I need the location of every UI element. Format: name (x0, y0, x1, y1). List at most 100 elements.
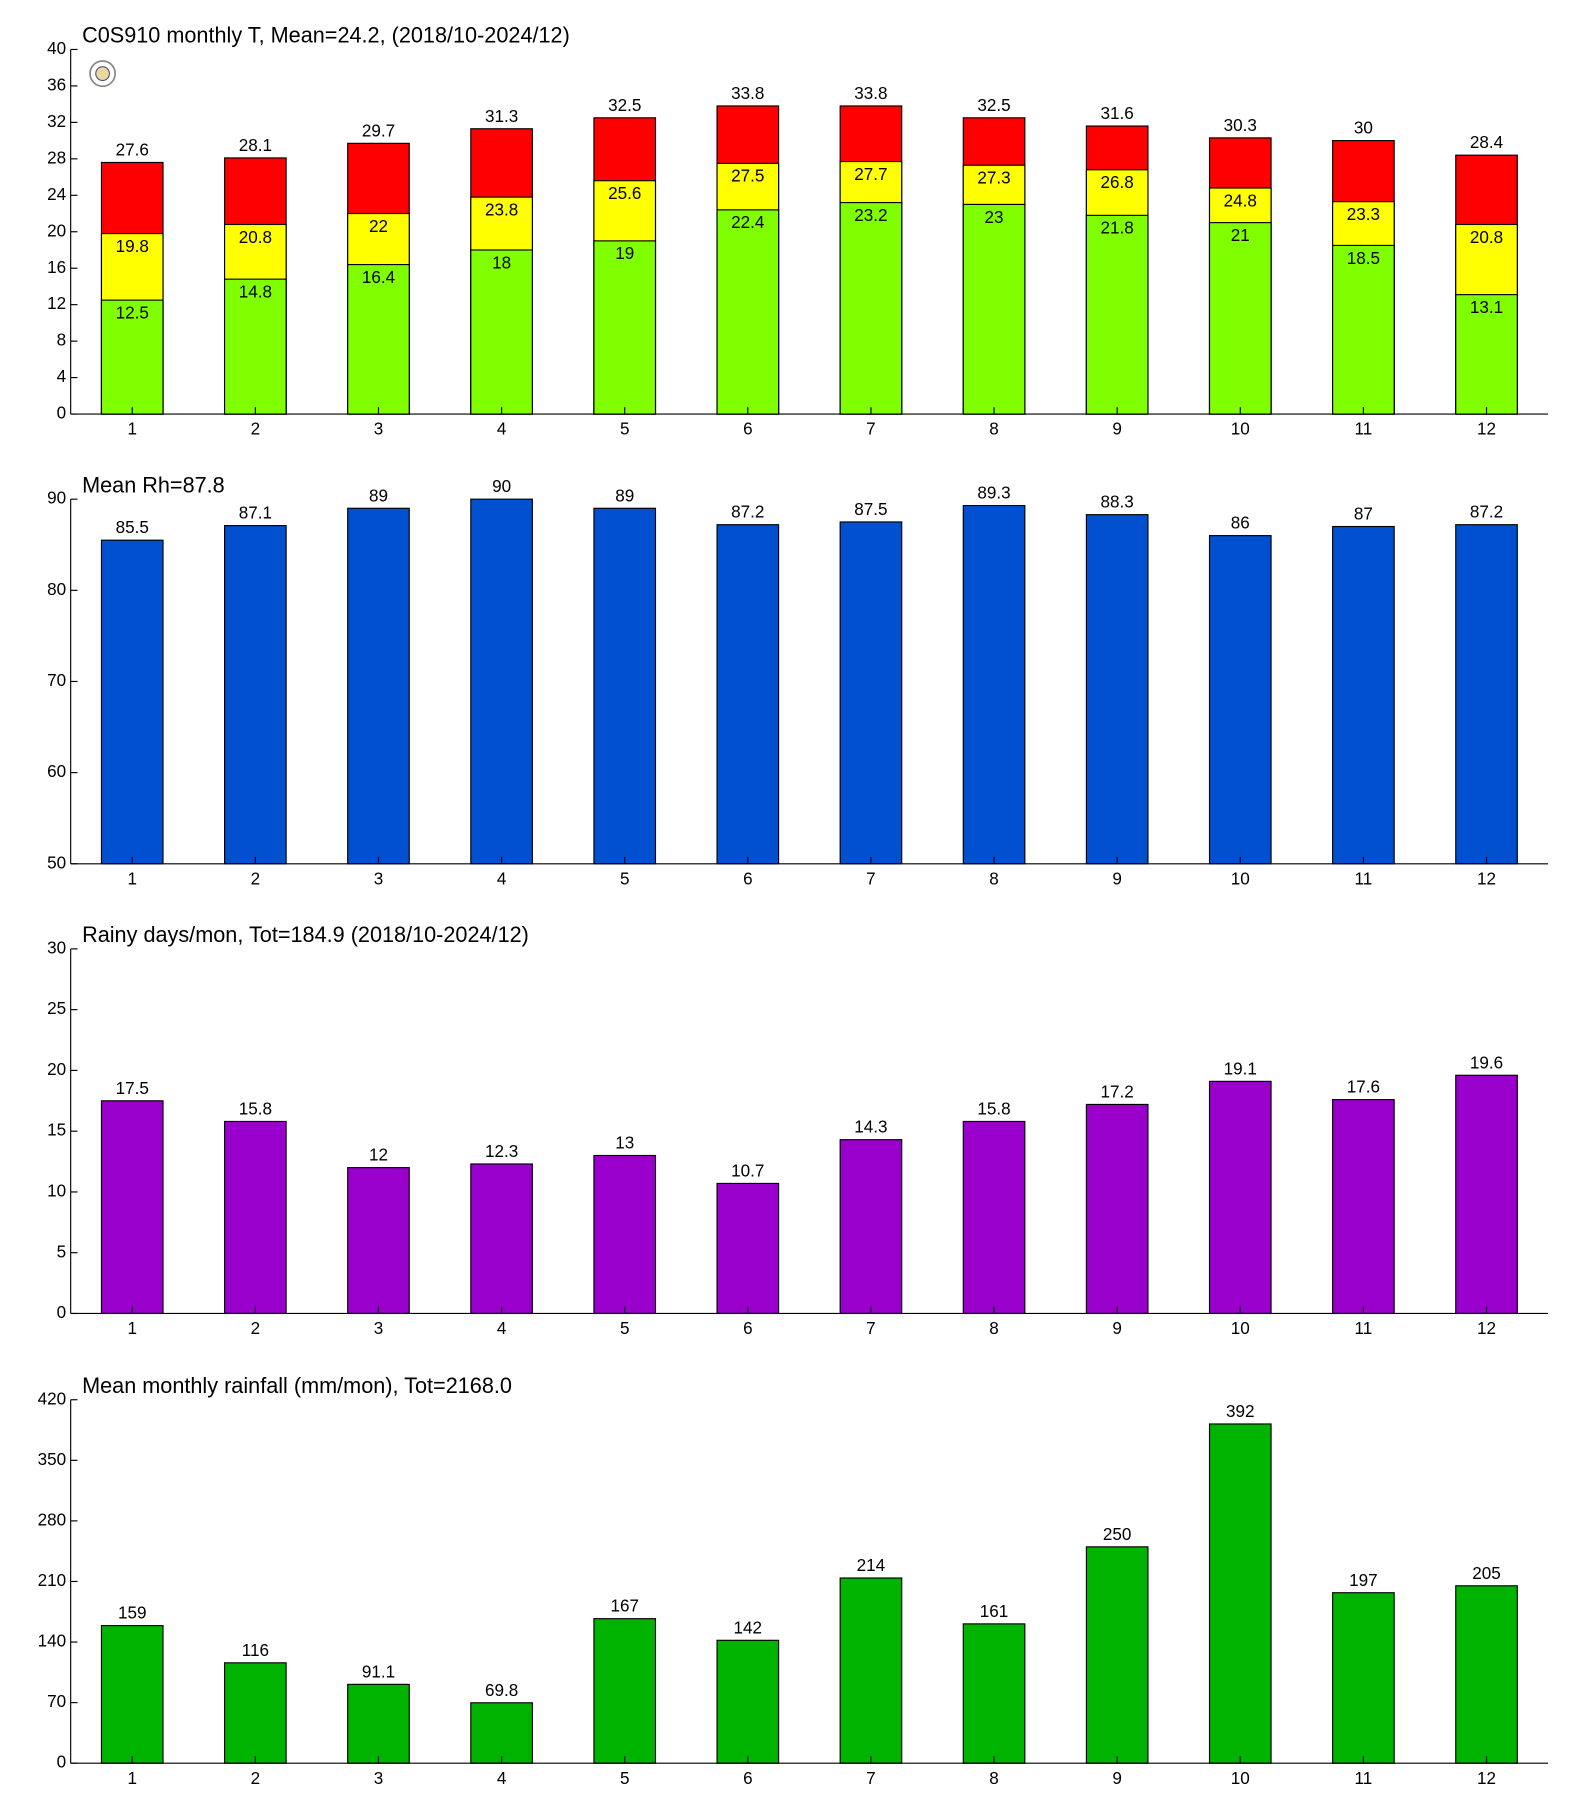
bar (1208, 1423, 1272, 1764)
bar (1332, 1099, 1395, 1315)
bar (347, 1683, 410, 1764)
data-label: 87.2 (1470, 502, 1503, 522)
x-tick-label: 8 (989, 868, 999, 888)
y-tick-label: 80 (47, 579, 66, 599)
data-label: 87 (1354, 503, 1373, 523)
data-label: 30.3 (1224, 115, 1257, 135)
data-label: 14.8 (239, 281, 272, 301)
x-tick-label: 12 (1477, 419, 1496, 439)
data-label: 27.7 (854, 164, 887, 184)
data-label: 22 (369, 216, 388, 236)
data-label: 19.8 (116, 236, 149, 256)
bar (716, 1639, 780, 1764)
bar (100, 1100, 164, 1315)
x-tick-label: 1 (127, 1768, 137, 1788)
y-tick-label: 0 (57, 403, 67, 423)
x-tick-label: 9 (1112, 419, 1122, 439)
bar (470, 1702, 533, 1764)
data-label: 31.3 (485, 106, 518, 126)
bar (100, 539, 164, 865)
data-label: 27.3 (977, 167, 1010, 187)
bar (1455, 294, 1518, 415)
data-label: 12.5 (116, 302, 149, 322)
y-tick-label: 25 (47, 998, 66, 1018)
y-tick-label: 70 (47, 1691, 66, 1711)
x-tick-label: 3 (374, 419, 384, 439)
bar (224, 278, 287, 415)
x-tick-label: 6 (743, 1318, 753, 1338)
x-tick-label: 4 (497, 868, 507, 888)
data-label: 392 (1226, 1401, 1254, 1421)
x-tick-label: 2 (251, 868, 261, 888)
x-tick-label: 1 (127, 868, 137, 888)
data-label: 19 (615, 243, 634, 263)
data-label: 89.3 (977, 483, 1010, 503)
data-label: 24.8 (1224, 190, 1257, 210)
x-tick-label: 9 (1112, 868, 1122, 888)
y-tick-label: 70 (47, 670, 66, 690)
data-label: 89 (615, 485, 634, 505)
data-label: 91.1 (362, 1661, 395, 1681)
chart-title: Mean Rh=87.8 (82, 472, 225, 497)
data-label: 32.5 (977, 95, 1010, 115)
x-tick-label: 12 (1477, 868, 1496, 888)
x-tick-label: 10 (1231, 1318, 1250, 1338)
data-label: 87.1 (239, 503, 272, 523)
logo (89, 60, 116, 88)
data-label: 33.8 (731, 83, 764, 103)
bar (839, 1139, 903, 1315)
bar (347, 1167, 410, 1315)
data-label: 28.1 (239, 135, 272, 155)
x-tick-label: 7 (866, 1318, 876, 1338)
x-tick-label: 10 (1231, 868, 1250, 888)
x-tick-label: 6 (743, 419, 753, 439)
y-tick-label: 16 (47, 257, 66, 277)
data-label: 23.3 (1347, 204, 1380, 224)
bar (1208, 1080, 1272, 1315)
data-label: 88.3 (1101, 492, 1134, 512)
bar (100, 299, 164, 415)
y-tick-label: 420 (38, 1388, 66, 1408)
data-label: 18 (492, 252, 511, 272)
y-tick-label: 8 (57, 330, 67, 350)
data-label: 32.5 (608, 95, 641, 115)
data-label: 23.8 (485, 199, 518, 219)
x-tick-label: 6 (743, 1768, 753, 1788)
x-tick-label: 5 (620, 868, 630, 888)
data-label: 214 (857, 1555, 886, 1575)
x-tick-label: 11 (1355, 868, 1373, 888)
x-tick-label: 7 (866, 868, 876, 888)
data-label: 17.6 (1347, 1077, 1380, 1097)
chart-title: Rainy days/mon, Tot=184.9 (2018/10-2024/… (82, 922, 529, 947)
data-label: 161 (980, 1601, 1008, 1621)
bar (1085, 1103, 1149, 1315)
x-tick-label: 1 (127, 1318, 137, 1338)
data-label: 26.8 (1101, 172, 1134, 192)
x-tick-label: 3 (374, 1768, 384, 1788)
bar (839, 1577, 903, 1764)
bar (1332, 525, 1395, 865)
bar (593, 240, 657, 415)
y-tick-label: 5 (57, 1241, 67, 1261)
data-label: 90 (492, 476, 511, 496)
data-label: 250 (1103, 1524, 1131, 1544)
bar (593, 1618, 657, 1764)
y-tick-label: 50 (47, 852, 66, 872)
bar (1208, 535, 1272, 865)
x-tick-label: 10 (1231, 419, 1250, 439)
x-tick-label: 4 (497, 1768, 507, 1788)
y-tick-label: 20 (47, 220, 66, 240)
data-label: 13 (615, 1132, 634, 1152)
x-tick-label: 2 (251, 1318, 261, 1338)
data-label: 33.8 (854, 83, 887, 103)
data-label: 18.5 (1347, 248, 1380, 268)
data-label: 12.3 (485, 1141, 518, 1161)
bar (839, 202, 903, 415)
data-label: 15.8 (977, 1098, 1010, 1118)
bar (1085, 214, 1149, 415)
x-tick-label: 2 (251, 1768, 261, 1788)
data-label: 19.1 (1224, 1058, 1257, 1078)
y-tick-label: 20 (47, 1059, 66, 1079)
data-label: 13.1 (1470, 297, 1503, 317)
data-label: 21.8 (1101, 218, 1134, 238)
